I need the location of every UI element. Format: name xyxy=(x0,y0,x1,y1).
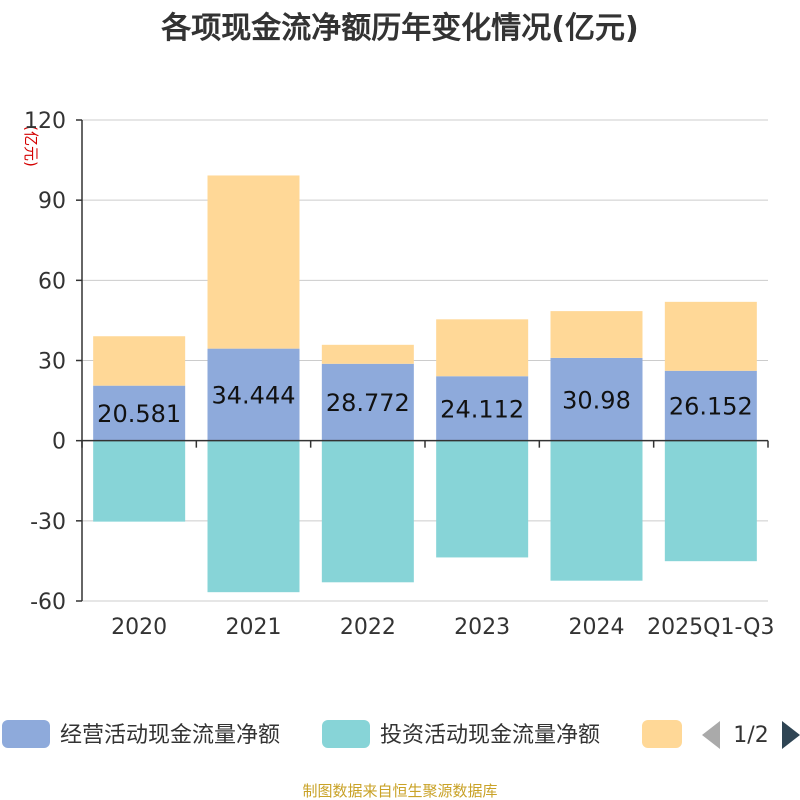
legend-prev-page-icon[interactable] xyxy=(702,721,720,749)
bar-value-label: 30.98 xyxy=(562,386,631,414)
data-labels: 20.581 34.444 28.772 24.112 30.98 26.152 xyxy=(97,382,753,429)
bar-investing xyxy=(436,440,529,558)
y-tick-label: -60 xyxy=(30,590,66,615)
x-tick-label: 2025Q1-Q3 xyxy=(647,615,774,640)
data-source-note: 制图数据来自恒生聚源数据库 xyxy=(302,782,497,800)
legend-label-operating[interactable]: 经营活动现金流量净额 xyxy=(60,723,280,748)
legend-swatch-investing[interactable] xyxy=(322,720,370,748)
bar-value-label: 28.772 xyxy=(326,389,410,417)
legend-swatch-operating[interactable] xyxy=(2,720,50,748)
y-tick-label: 90 xyxy=(38,189,66,214)
bar-operating xyxy=(207,348,300,441)
bar-operating xyxy=(664,370,757,441)
bar-financing xyxy=(93,336,186,386)
bar-operating xyxy=(550,357,643,441)
bar-value-label: 34.444 xyxy=(212,382,296,410)
bar-financing xyxy=(207,175,300,349)
bar-investing xyxy=(664,440,757,562)
bars xyxy=(93,175,757,593)
legend: 经营活动现金流量净额 投资活动现金流量净额 1/2 xyxy=(2,720,800,749)
y-tick-label: 60 xyxy=(38,269,66,294)
bar-financing xyxy=(550,311,643,358)
legend-next-page-icon[interactable] xyxy=(782,721,800,749)
bar-operating xyxy=(321,363,414,441)
x-tick-label: 2022 xyxy=(340,615,396,640)
bar-investing xyxy=(207,440,300,593)
bar-investing xyxy=(550,440,643,581)
x-tick-label: 2023 xyxy=(454,615,510,640)
legend-label-investing[interactable]: 投资活动现金流量净额 xyxy=(380,723,600,748)
y-tick-label: 0 xyxy=(52,430,66,455)
bar-financing xyxy=(436,319,529,377)
bar-value-label: 24.112 xyxy=(440,395,524,423)
x-tick-label: 2024 xyxy=(569,615,625,640)
bar-investing xyxy=(93,440,186,522)
bar-operating xyxy=(93,385,186,441)
bar-value-label: 20.581 xyxy=(97,400,181,428)
x-tick-label: 2021 xyxy=(226,615,282,640)
y-tick-label: 120 xyxy=(24,109,66,134)
y-tick-label: -30 xyxy=(30,510,66,535)
bar-value-label: 26.152 xyxy=(669,393,753,421)
x-tick-labels: 2020 2021 2022 2023 2024 2025Q1-Q3 xyxy=(111,615,774,640)
grid-lines xyxy=(82,119,768,602)
y-axis-unit-label: (亿元) xyxy=(22,125,40,167)
legend-page-indicator: 1/2 xyxy=(733,723,768,748)
axes xyxy=(76,119,769,602)
bar-financing xyxy=(664,301,757,371)
y-tick-labels: 120 90 60 30 0 -30 -60 xyxy=(24,109,66,615)
chart-title: 各项现金流净额历年变化情况(亿元) xyxy=(160,11,638,46)
bar-operating xyxy=(436,376,529,441)
bar-financing xyxy=(321,344,414,364)
y-tick-label: 30 xyxy=(38,350,66,375)
x-tick-label: 2020 xyxy=(111,615,167,640)
legend-swatch-financing[interactable] xyxy=(642,720,682,748)
bar-investing xyxy=(321,440,414,583)
